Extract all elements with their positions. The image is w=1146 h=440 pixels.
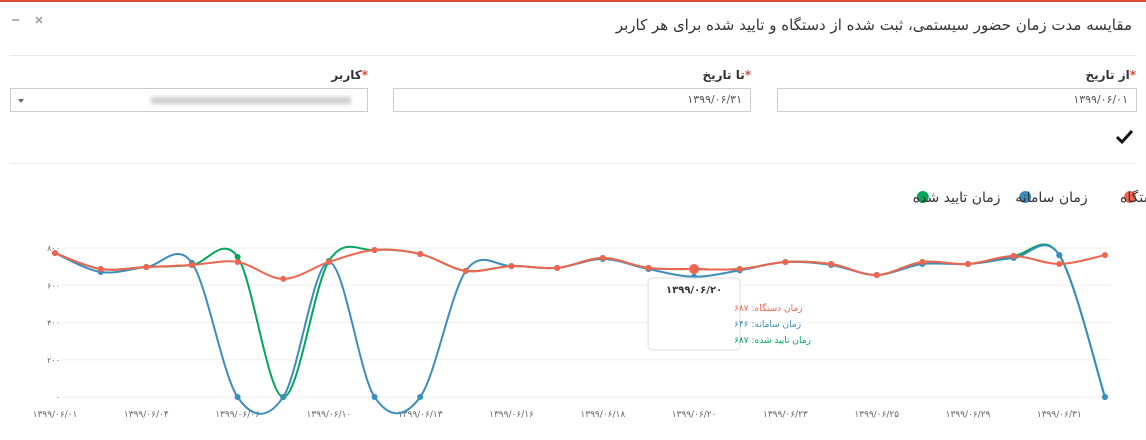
- y-tick-label: ۴۰۰: [47, 319, 60, 328]
- legend-swatch: [1019, 191, 1032, 203]
- field-label: *کاربر: [331, 68, 368, 82]
- data-point: [462, 267, 469, 274]
- data-point: [143, 263, 150, 270]
- required-mark: *: [1129, 68, 1136, 82]
- minimize-icon[interactable]: [35, 16, 43, 24]
- label-text: کاربر: [331, 68, 362, 82]
- user-select[interactable]: [10, 88, 368, 112]
- data-point: [417, 250, 424, 257]
- data-point: [1101, 394, 1108, 400]
- label-text: تا تاریخ: [702, 68, 745, 82]
- field-label: *از تاریخ: [1085, 68, 1136, 82]
- window-controls: [12, 16, 43, 24]
- tooltip-line: زمان تایید شده: ۶۸۷: [734, 336, 811, 346]
- y-tick-label: ۲۰۰: [47, 356, 60, 365]
- x-tick-label: ۱۳۹۹/۰۶/۲۵: [854, 410, 899, 420]
- data-point: [1010, 253, 1017, 260]
- y-tick-label: ۸۰۰: [47, 244, 60, 253]
- data-point: [873, 272, 880, 279]
- tooltip: ۱۳۹۹/۰۶/۲۰ زمان دستگاه: ۶۸۷ زمان سامانه: ۶…: [647, 277, 811, 351]
- y-tick-label: ۰: [56, 393, 60, 402]
- data-point: [325, 258, 332, 265]
- data-point: [508, 263, 515, 270]
- legend-label: زمان تایید شده: [913, 190, 1001, 206]
- data-point: [280, 394, 287, 400]
- x-tick-label: ۱۳۹۹/۰۶/۳۱: [1037, 410, 1082, 420]
- data-point: [417, 394, 424, 400]
- y-tick-label: ۶۰۰: [47, 281, 60, 290]
- tooltip-line: زمان سامانه: ۶۴۶: [734, 320, 801, 330]
- data-point: [234, 258, 241, 265]
- required-mark: *: [361, 68, 368, 82]
- tooltip-title: ۱۳۹۹/۰۶/۲۰: [666, 285, 722, 296]
- data-point: [97, 266, 104, 273]
- data-point: [188, 261, 195, 268]
- x-tick-label: ۱۳۹۹/۰۶/۲۳: [763, 410, 808, 420]
- series-line: [54, 244, 1106, 415]
- submit-button[interactable]: [1115, 128, 1135, 146]
- x-tick-label: ۱۳۹۹/۰۶/۱۰: [307, 410, 352, 420]
- series-line: [54, 248, 1106, 280]
- data-point: [645, 264, 652, 271]
- x-tick-label: ۱۳۹۹/۰۶/۰۱: [33, 410, 78, 420]
- data-point: [554, 264, 561, 271]
- data-point: [371, 247, 378, 254]
- data-point: [599, 255, 606, 262]
- data-point: [736, 266, 743, 273]
- data-point: [1056, 261, 1063, 268]
- data-point: [1101, 252, 1108, 259]
- data-point: [689, 264, 700, 275]
- chart: ۰ ۲۰۰ ۴۰۰ ۶۰۰ ۸۰۰ ۱۳۹۹/۰۶/۰۱ ۱۳۹۹/۰۶/۰۴ ۱۳۹۹/۰۶…: [33, 189, 1146, 420]
- x-tick-label: ۱۳۹۹/۰۶/۲۰: [672, 410, 717, 420]
- x-tick-label: ۱۳۹۹/۰۶/۰۴: [124, 410, 169, 420]
- from-date-input[interactable]: ۱۳۹۹/۰۶/۰۱: [777, 88, 1137, 112]
- data-point: [280, 275, 287, 282]
- dropdown-arrow: [18, 99, 24, 103]
- data-point: [1056, 252, 1063, 259]
- legend-swatch: [916, 191, 929, 203]
- data-point: [782, 258, 789, 265]
- data-point: [234, 394, 241, 400]
- x-tick-label: ۱۳۹۹/۰۶/۱۸: [580, 410, 625, 420]
- label-text: از تاریخ: [1085, 68, 1130, 82]
- x-tick-label: ۱۳۹۹/۰۶/۱۳: [398, 410, 443, 420]
- field-label: *تا تاریخ: [702, 68, 751, 82]
- tooltip-box: [647, 277, 741, 351]
- x-tick-label: ۱۳۹۹/۰۶/۲۹: [946, 410, 991, 420]
- data-point: [828, 261, 835, 268]
- divider: [10, 163, 1136, 164]
- legend-label: زمان سامانه: [1015, 190, 1087, 206]
- legend-swatch: [1124, 191, 1136, 203]
- required-mark: *: [744, 68, 751, 82]
- data-point: [52, 250, 58, 257]
- tooltip-line: زمان دستگاه: ۶۸۷: [734, 302, 802, 314]
- legend-label: زمان دستگاه: [1120, 189, 1146, 206]
- data-point: [919, 258, 926, 265]
- data-point: [371, 394, 378, 400]
- x-tick-label: ۱۳۹۹/۰۶/۰۶: [215, 410, 260, 420]
- divider: [10, 55, 1136, 56]
- x-tick-label: ۱۳۹۹/۰۶/۱۶: [489, 410, 534, 420]
- panel-title: مقایسه مدت زمان حضور سیستمی، ثبت شده از …: [615, 16, 1132, 34]
- blurred-value: [151, 97, 351, 104]
- data-point: [965, 261, 971, 268]
- to-date-input[interactable]: ۱۳۹۹/۰۶/۳۱: [393, 88, 751, 112]
- data-point: [234, 253, 241, 260]
